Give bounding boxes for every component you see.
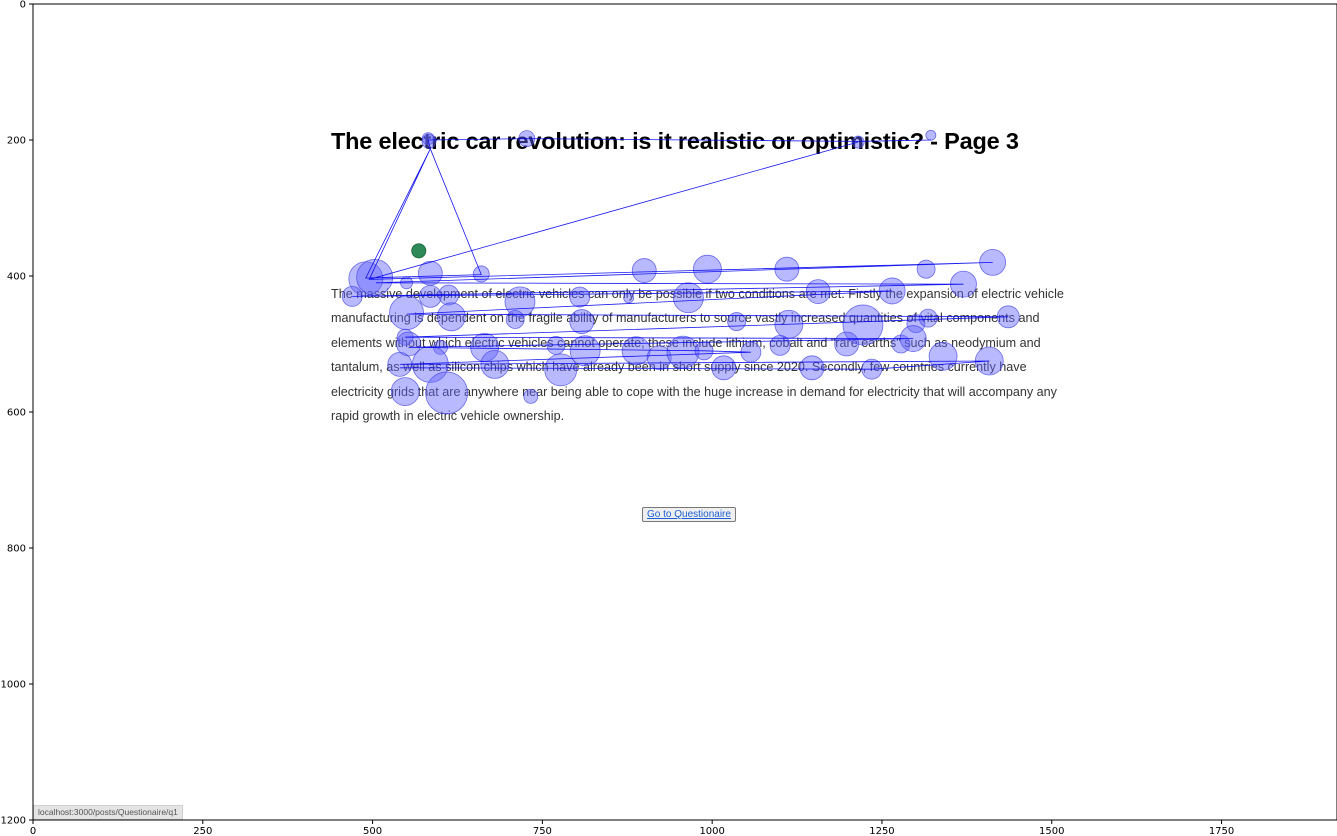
x-tick-label: 1500 — [1039, 826, 1064, 836]
y-tick-label: 0 — [20, 0, 26, 11]
go-to-questionaire-button[interactable]: Go to Questionaire — [642, 507, 736, 522]
x-tick-label: 1250 — [869, 826, 894, 836]
y-tick-label: 600 — [7, 408, 26, 419]
x-tick-label: 1750 — [1209, 826, 1234, 836]
plot-frame — [32, 3, 1337, 821]
x-tick-label: 250 — [193, 826, 212, 836]
paragraph-line-5: electricity grids that are anywhere near… — [331, 384, 1057, 399]
y-tick-label: 400 — [7, 272, 26, 283]
paragraph-line-6: rapid growth in electric vehicle ownersh… — [331, 409, 565, 424]
x-tick-label: 500 — [363, 826, 382, 836]
y-tick-label: 800 — [7, 544, 26, 555]
y-tick-label: 1200 — [1, 816, 26, 827]
x-tick-label: 750 — [533, 826, 552, 836]
y-tick-label: 1000 — [1, 680, 26, 691]
x-tick-label: 1000 — [699, 826, 724, 836]
x-tick-label: 0 — [30, 826, 36, 836]
y-tick-label: 200 — [7, 136, 26, 147]
